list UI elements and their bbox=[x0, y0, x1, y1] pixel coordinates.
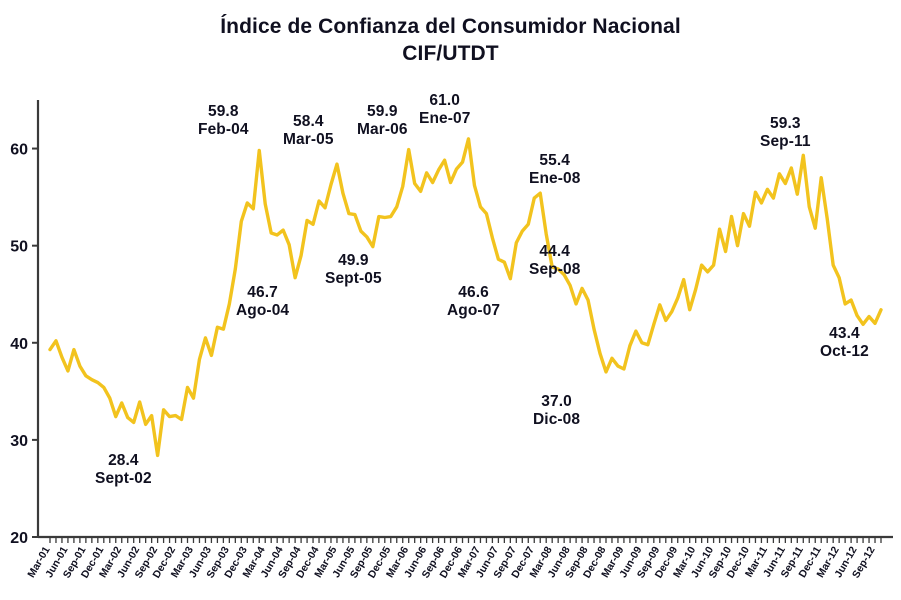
chart-title: Índice de Confianza del Consumidor Nacio… bbox=[0, 14, 901, 68]
data-point-annotation: 59.3 Sep-11 bbox=[760, 115, 811, 152]
annotation-date: Ene-07 bbox=[419, 110, 471, 128]
x-axis-tick-labels: Mar-01Jun-01Sep-01Dec-01Mar-02Jun-02Sep-… bbox=[25, 544, 877, 580]
data-point-annotation: 55.4 Ene-08 bbox=[529, 152, 580, 189]
annotation-value: 44.4 bbox=[539, 243, 570, 260]
annotation-date: Feb-04 bbox=[198, 121, 249, 139]
annotation-value: 49.9 bbox=[338, 252, 369, 269]
annotation-date: Dic-08 bbox=[533, 411, 581, 429]
data-point-annotation: 49.9 Sept-05 bbox=[325, 252, 382, 289]
annotation-value: 59.9 bbox=[367, 103, 398, 120]
annotation-date: Sep-11 bbox=[760, 133, 811, 151]
annotation-value: 58.4 bbox=[293, 113, 324, 130]
data-point-annotation: 59.8 Feb-04 bbox=[198, 103, 249, 140]
x-axis bbox=[38, 535, 893, 543]
data-point-annotation: 46.6 Ago-07 bbox=[447, 284, 500, 321]
data-point-annotation: 61.0 Ene-07 bbox=[419, 92, 470, 129]
annotation-date: Ago-07 bbox=[447, 302, 501, 320]
annotation-date: Mar-06 bbox=[357, 121, 408, 139]
chart-title-line-2: CIF/UTDT bbox=[402, 41, 499, 65]
annotation-date: Sept-02 bbox=[95, 470, 152, 488]
data-point-annotation: 37.0 Dic-08 bbox=[533, 393, 580, 430]
annotation-value: 55.4 bbox=[539, 152, 570, 169]
data-point-annotation: 59.9 Mar-06 bbox=[357, 103, 408, 140]
chart-title-line-1: Índice de Confianza del Consumidor Nacio… bbox=[220, 15, 681, 38]
annotation-date: Ago-04 bbox=[236, 302, 290, 320]
annotation-value: 37.0 bbox=[541, 393, 572, 410]
data-series-line bbox=[48, 137, 883, 458]
data-point-annotation: 46.7 Ago-04 bbox=[236, 284, 289, 321]
annotation-value: 43.4 bbox=[829, 325, 860, 342]
annotation-value: 46.7 bbox=[247, 284, 278, 301]
annotation-date: Sept-05 bbox=[325, 270, 382, 288]
annotation-value: 59.8 bbox=[207, 103, 239, 120]
annotation-date: Mar-05 bbox=[283, 131, 334, 149]
data-point-annotation: 43.4 Oct-12 bbox=[820, 325, 869, 362]
data-point-annotation: 58.4 Mar-05 bbox=[283, 113, 334, 150]
annotation-date: Oct-12 bbox=[820, 343, 869, 361]
data-point-annotation: 28.4 Sept-02 bbox=[95, 452, 152, 489]
annotation-value: 61.0 bbox=[429, 92, 460, 109]
annotation-date: Sep-08 bbox=[529, 261, 581, 279]
svg-text:50: 50 bbox=[10, 239, 28, 256]
data-point-annotation: 44.4 Sep-08 bbox=[529, 243, 580, 280]
annotation-value: 46.6 bbox=[458, 284, 489, 301]
svg-text:60: 60 bbox=[10, 142, 28, 159]
svg-text:20: 20 bbox=[10, 530, 28, 547]
annotation-value: 59.3 bbox=[770, 115, 801, 132]
svg-text:40: 40 bbox=[10, 336, 28, 353]
y-axis: 20 30 40 50 60 bbox=[10, 100, 40, 547]
annotation-date: Ene-08 bbox=[529, 170, 581, 188]
svg-text:30: 30 bbox=[10, 433, 28, 450]
annotation-value: 28.4 bbox=[108, 452, 139, 469]
